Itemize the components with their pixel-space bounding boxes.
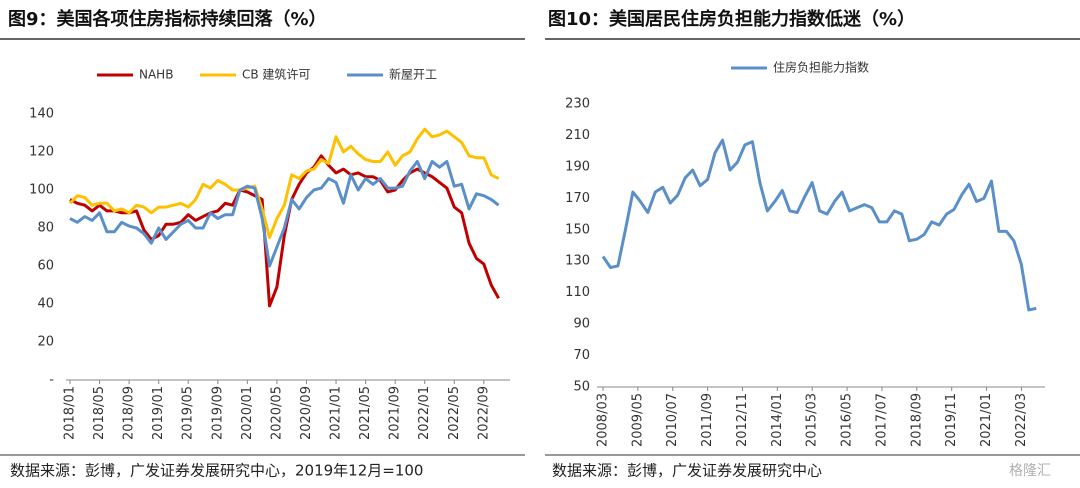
x-tick-label: 2019/05 <box>181 386 196 440</box>
x-tick-label: 2017/07 <box>874 393 889 447</box>
x-tick-label: 2019/01 <box>151 386 166 440</box>
x-tick-label: 2018/09 <box>909 393 924 447</box>
legend-label: CB 建筑许可 <box>242 67 310 82</box>
chart-title: 图10：美国居民住房负担能力指数低迷（%） <box>548 8 915 30</box>
x-tick-label: 2008/03 <box>596 393 611 447</box>
x-tick-label: 2012/11 <box>735 393 750 447</box>
x-tick-label: 2018/01 <box>63 386 78 440</box>
x-tick-label: 2022/05 <box>447 386 462 440</box>
legend-label: 住房负担能力指数 <box>773 60 869 75</box>
x-tick-label: 2022/09 <box>476 386 491 440</box>
x-tick-label: 2022/03 <box>1014 393 1029 447</box>
source-note: 数据来源：彭博，广发证券发展研究中心，2019年12月=100 <box>10 462 423 480</box>
y-tick-label: 110 <box>565 285 590 300</box>
x-tick-label: 2015/03 <box>805 393 820 447</box>
x-tick-label: 2010/07 <box>665 393 680 447</box>
x-tick-label: 2011/09 <box>700 393 715 447</box>
y-tick-label: 40 <box>37 297 54 312</box>
y-tick-label: 230 <box>565 97 590 112</box>
legend-label: NAHB <box>139 68 173 82</box>
x-tick-label: 2014/01 <box>770 393 785 447</box>
watermark: 格隆汇 <box>1009 463 1051 479</box>
x-tick-label: 2016/05 <box>840 393 855 447</box>
x-tick-label: 2019/09 <box>210 386 225 440</box>
series-line <box>68 127 500 239</box>
y-tick-label: 100 <box>29 183 54 198</box>
y-tick-label: 120 <box>29 145 54 160</box>
y-tick-label: 150 <box>565 222 590 237</box>
y-tick-label: 170 <box>565 191 590 206</box>
y-tick-label: 130 <box>565 254 590 269</box>
y-tick-label: 50 <box>573 380 590 395</box>
y-tick-label: 60 <box>37 259 54 274</box>
y-tick-label: 90 <box>573 317 590 332</box>
y-tick-label: 210 <box>565 128 590 143</box>
series-line <box>601 138 1037 312</box>
x-tick-label: 2022/01 <box>417 386 432 440</box>
legend-label: 新屋开工 <box>389 67 437 82</box>
x-tick-label: 2020/05 <box>269 386 284 440</box>
x-tick-label: 2020/01 <box>240 386 255 440</box>
y-tick-label: 80 <box>37 221 54 236</box>
chart-title: 图9：美国各项住房指标持续回落（%） <box>8 8 327 30</box>
x-tick-label: 2020/09 <box>299 386 314 440</box>
x-tick-label: 2021/01 <box>329 386 344 440</box>
x-tick-label: 2021/01 <box>979 393 994 447</box>
series-line <box>69 160 500 268</box>
y-tick-label: - <box>49 373 54 388</box>
x-tick-label: 2021/09 <box>388 386 403 440</box>
y-tick-label: 70 <box>573 348 590 363</box>
x-tick-label: 2018/05 <box>92 386 107 440</box>
x-tick-label: 2009/05 <box>630 393 645 447</box>
x-tick-label: 2019/11 <box>944 393 959 447</box>
x-tick-label: 2018/09 <box>122 386 137 440</box>
source-note: 数据来源：彭博，广发证券发展研究中心 <box>552 462 822 480</box>
y-tick-label: 20 <box>37 335 54 350</box>
y-tick-label: 140 <box>29 107 54 122</box>
y-tick-label: 190 <box>565 159 590 174</box>
x-tick-label: 2021/05 <box>358 386 373 440</box>
